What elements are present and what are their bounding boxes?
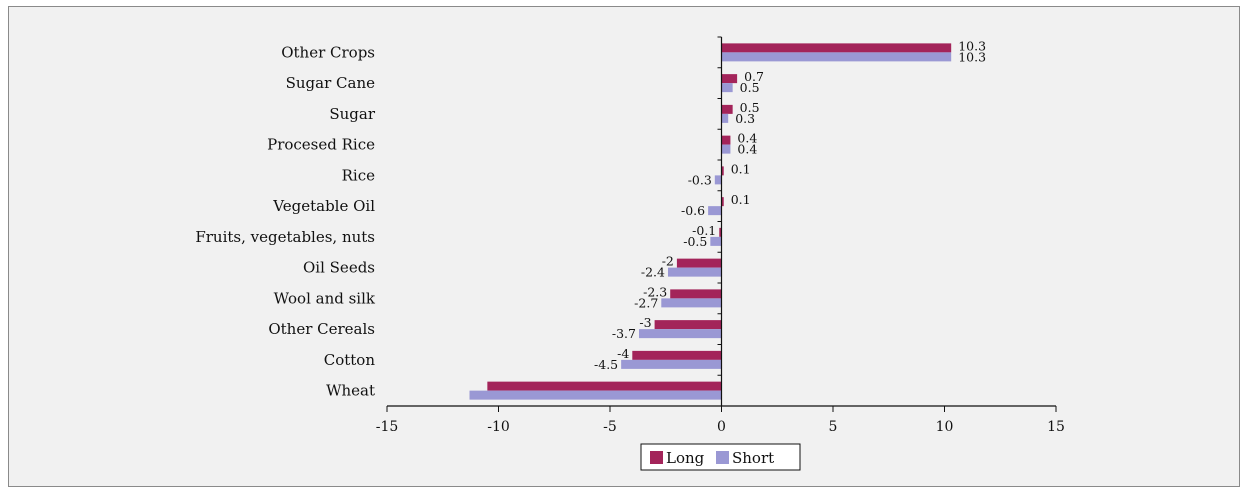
category-label: Wool and silk bbox=[274, 289, 376, 307]
bar-long bbox=[676, 258, 722, 268]
bar-short bbox=[721, 52, 952, 62]
data-label: -3.7 bbox=[612, 326, 636, 341]
bar-long bbox=[721, 135, 731, 145]
axes-layer: -15 -10 -5 0 5 10 15 bbox=[376, 36, 1065, 435]
legend-label-long: Long bbox=[666, 449, 705, 467]
bar-short bbox=[469, 390, 722, 400]
x-tick-label: 5 bbox=[829, 419, 838, 435]
data-label: 0.4 bbox=[737, 142, 757, 157]
legend-label-short: Short bbox=[732, 449, 774, 467]
data-label: -2.3 bbox=[643, 284, 667, 299]
data-label: 0.3 bbox=[735, 111, 755, 126]
data-label: 0.7 bbox=[744, 69, 764, 84]
data-label: -0.3 bbox=[688, 172, 712, 187]
data-label: -2.4 bbox=[641, 265, 665, 280]
x-tick-label: -15 bbox=[376, 419, 399, 435]
bar-short bbox=[621, 359, 722, 369]
data-label: -2.7 bbox=[634, 295, 658, 310]
category-label: Cotton bbox=[324, 351, 376, 369]
data-label: -0.5 bbox=[683, 234, 707, 249]
data-label: -0.6 bbox=[681, 203, 705, 218]
bar-long bbox=[721, 43, 952, 53]
category-label: Fruits, vegetables, nuts bbox=[195, 228, 375, 246]
bar-short bbox=[710, 236, 722, 246]
data-label: 0.1 bbox=[731, 161, 751, 176]
category-label: Rice bbox=[342, 166, 375, 184]
bar-short bbox=[638, 329, 722, 339]
category-label: Sugar Cane bbox=[286, 74, 376, 92]
data-label: 0.4 bbox=[737, 131, 757, 146]
bar-short bbox=[667, 267, 722, 277]
bar-long bbox=[632, 350, 722, 360]
x-tick-label: -5 bbox=[603, 419, 617, 435]
data-label: 0.1 bbox=[731, 192, 751, 207]
bar-long bbox=[487, 381, 722, 391]
data-label: 0.5 bbox=[740, 80, 760, 95]
x-tick-label: 10 bbox=[936, 419, 954, 435]
bars-layer bbox=[469, 43, 952, 400]
chart-figure: -15 -10 -5 0 5 10 15 10.3 10.3 Other Crops 0.7 0.5… bbox=[8, 6, 1240, 487]
bar-long bbox=[670, 289, 722, 299]
category-label: Procesed Rice bbox=[267, 136, 375, 154]
bar-long bbox=[719, 227, 722, 237]
bar-long bbox=[721, 166, 724, 176]
legend: Long Short bbox=[640, 443, 801, 471]
legend-swatch-long bbox=[650, 451, 663, 464]
x-tick-label: 15 bbox=[1047, 419, 1065, 435]
bar-long bbox=[721, 197, 724, 207]
data-label: -4 bbox=[617, 346, 629, 361]
category-label: Wheat bbox=[326, 382, 375, 400]
category-label: Other Crops bbox=[281, 43, 375, 61]
bar-short bbox=[721, 83, 733, 93]
data-label: -2 bbox=[662, 254, 674, 269]
data-label: -0.1 bbox=[692, 223, 716, 238]
data-label: 0.5 bbox=[740, 100, 760, 115]
category-label: Sugar bbox=[329, 105, 375, 123]
x-tick-label: -10 bbox=[487, 419, 510, 435]
bar-short bbox=[721, 144, 731, 154]
bar-short bbox=[708, 206, 722, 216]
bar-short bbox=[721, 113, 729, 123]
bar-short bbox=[714, 175, 722, 185]
x-tick-label: 0 bbox=[717, 419, 726, 435]
bar-long bbox=[654, 320, 722, 330]
legend-swatch-short bbox=[716, 451, 729, 464]
data-label: -3 bbox=[639, 315, 651, 330]
category-label: Vegetable Oil bbox=[272, 197, 375, 215]
data-label: -4.5 bbox=[594, 357, 618, 372]
data-label: 10.3 bbox=[958, 49, 986, 64]
category-label: Oil Seeds bbox=[303, 259, 375, 277]
data-label: 10.3 bbox=[958, 38, 986, 53]
bar-short bbox=[661, 298, 722, 308]
bar-long bbox=[721, 74, 738, 84]
category-label: Other Cereals bbox=[268, 320, 375, 338]
bar-long bbox=[721, 104, 733, 114]
